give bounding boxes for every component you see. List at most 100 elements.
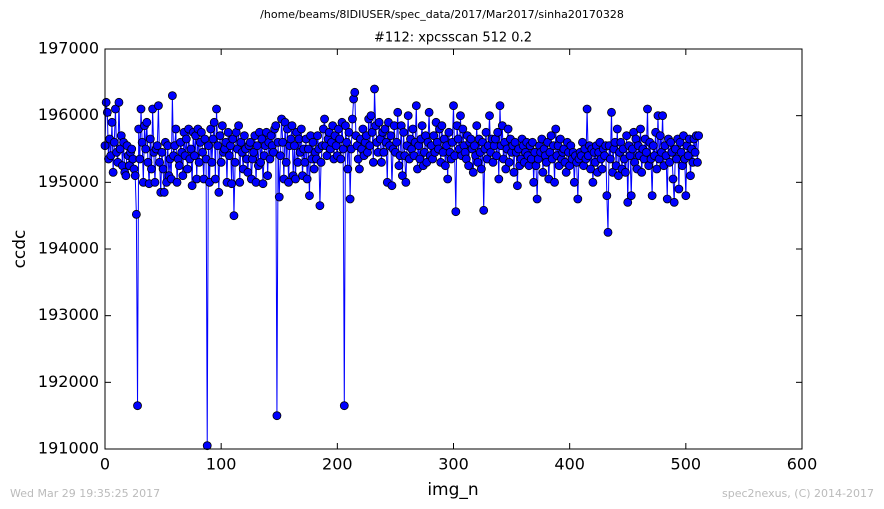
- data-point: [278, 137, 288, 147]
- data-point: [158, 164, 168, 174]
- data-point: [224, 151, 234, 161]
- data-point: [142, 117, 152, 127]
- chart-title: #112: xpcsscan 512 0.2: [374, 31, 532, 46]
- data-point: [157, 147, 167, 157]
- data-point: [216, 157, 226, 167]
- data-point: [245, 137, 255, 147]
- y-tick-label: 193000: [38, 305, 99, 324]
- data-point: [621, 167, 630, 177]
- data-point: [694, 131, 704, 141]
- data-point: [453, 134, 463, 144]
- x-tick-label: 200: [322, 455, 353, 474]
- data-point: [550, 177, 559, 187]
- data-point: [582, 104, 592, 114]
- data-point: [503, 124, 513, 134]
- data-point: [154, 101, 163, 111]
- data-point: [136, 104, 146, 114]
- data-point: [686, 171, 695, 181]
- data-point: [569, 177, 579, 187]
- data-point: [370, 84, 379, 94]
- data-point: [342, 137, 352, 147]
- data-point: [210, 174, 220, 184]
- data-point: [603, 227, 613, 237]
- data-point: [305, 191, 314, 201]
- data-point: [512, 181, 522, 191]
- data-point: [217, 121, 227, 131]
- data-point: [133, 401, 142, 411]
- data-point: [458, 124, 468, 134]
- data-point: [271, 121, 281, 131]
- data-point: [555, 134, 565, 144]
- x-tick-label: 400: [554, 455, 585, 474]
- data-point: [239, 131, 249, 141]
- data-point: [202, 441, 212, 451]
- data-point: [636, 124, 645, 134]
- data-point: [344, 127, 354, 137]
- data-point: [546, 131, 556, 141]
- y-tick-label: 191000: [38, 439, 99, 458]
- data-point: [529, 177, 539, 187]
- data-point: [470, 141, 479, 151]
- data-point: [637, 167, 647, 177]
- data-point: [424, 107, 434, 117]
- data-point: [214, 187, 224, 197]
- y-tick-label: 195000: [38, 172, 99, 191]
- data-point: [258, 179, 268, 189]
- data-point: [227, 179, 237, 189]
- data-point: [303, 144, 313, 154]
- data-point: [602, 191, 612, 201]
- data-point: [315, 201, 325, 211]
- data-point: [374, 117, 384, 127]
- data-point: [504, 157, 514, 167]
- data-point: [386, 131, 396, 141]
- data-point: [145, 134, 155, 144]
- data-point: [394, 161, 404, 171]
- data-point: [588, 177, 598, 187]
- y-tick-label: 192000: [38, 372, 99, 391]
- data-point: [690, 147, 700, 157]
- data-point: [320, 114, 329, 124]
- data-point: [668, 174, 678, 184]
- data-point: [269, 147, 278, 157]
- data-point: [538, 167, 548, 177]
- data-point: [392, 137, 401, 147]
- x-tick-label: 300: [438, 455, 469, 474]
- data-point: [309, 164, 319, 174]
- data-point: [464, 161, 474, 171]
- data-point: [681, 191, 691, 201]
- data-point: [350, 87, 360, 97]
- data-point: [274, 192, 284, 202]
- data-point: [284, 177, 293, 187]
- data-point: [131, 209, 141, 219]
- y-axis-label: ccdc: [10, 230, 30, 269]
- data-point: [187, 181, 197, 191]
- data-point: [107, 117, 117, 127]
- data-point: [662, 194, 672, 204]
- data-point: [101, 97, 111, 107]
- data-point: [669, 197, 679, 207]
- data-point: [296, 124, 306, 134]
- data-point: [377, 157, 386, 167]
- data-point: [108, 167, 118, 177]
- suptitle: /home/beams/8IDIUSER/spec_data/2017/Mar2…: [260, 8, 624, 21]
- data-point: [343, 164, 353, 174]
- data-point: [626, 191, 636, 201]
- data-point: [152, 141, 162, 151]
- data-point: [212, 104, 221, 114]
- data-point: [368, 157, 378, 167]
- data-point: [348, 114, 357, 124]
- data-point: [399, 127, 408, 137]
- data-point: [472, 121, 482, 131]
- data-point: [213, 141, 223, 151]
- data-point: [234, 121, 243, 131]
- data-point: [366, 111, 376, 121]
- data-point: [276, 151, 285, 161]
- data-point: [643, 104, 652, 114]
- data-point: [355, 164, 364, 174]
- data-point: [203, 141, 213, 151]
- data-point: [159, 187, 169, 197]
- data-point: [300, 157, 310, 167]
- data-point: [509, 167, 519, 177]
- data-point: [597, 164, 607, 174]
